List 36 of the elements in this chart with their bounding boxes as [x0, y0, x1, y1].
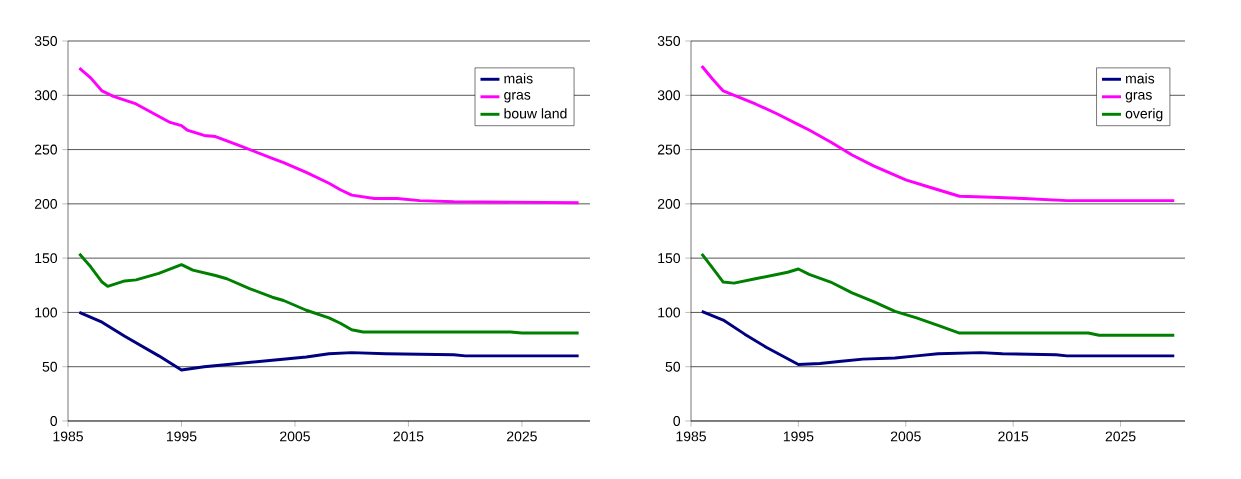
x-tick-label: 2025 [507, 431, 537, 442]
legend-label: overig [1125, 108, 1163, 122]
legend-label: gras [1125, 92, 1152, 103]
x-tick-label: 2025 [1105, 431, 1136, 442]
y-tick-label: 150 [35, 253, 58, 264]
y-tick-label: 300 [34, 90, 58, 101]
line-series [700, 309, 1176, 367]
y-tick-label: 150 [658, 253, 681, 264]
x-tick-label: 1985 [53, 431, 83, 442]
y-tick-label: 250 [34, 144, 58, 155]
x-tick-label: 2015 [393, 431, 424, 442]
y-tick-label: 200 [657, 198, 681, 209]
y-tick-label: 200 [34, 198, 58, 209]
line-series [77, 252, 581, 335]
x-tick-label: 1995 [783, 431, 814, 442]
y-tick-label: 250 [657, 144, 681, 155]
line-series [77, 66, 581, 205]
legend-label: mais [1126, 73, 1155, 84]
y-tick-label: 0 [673, 416, 681, 426]
y-tick-label: 350 [657, 36, 681, 46]
line-series [700, 252, 1176, 337]
x-tick-label: 1985 [676, 431, 706, 442]
y-tick-label: 100 [35, 307, 58, 318]
y-tick-label: 300 [657, 90, 681, 101]
x-tick-label: 1995 [166, 431, 197, 442]
legend-label: bouw land [504, 108, 567, 119]
legend-label: gras [504, 92, 531, 103]
y-tick-label: 350 [34, 36, 58, 46]
y-tick-label: 100 [658, 307, 681, 318]
x-tick-label: 2005 [280, 431, 310, 442]
x-tick-label: 2015 [998, 431, 1029, 442]
y-tick-label: 50 [665, 361, 681, 372]
y-tick-label: 50 [42, 361, 58, 372]
x-tick-label: 2005 [890, 431, 921, 442]
y-tick-label: 0 [50, 416, 58, 426]
legend-label: mais [504, 73, 533, 84]
